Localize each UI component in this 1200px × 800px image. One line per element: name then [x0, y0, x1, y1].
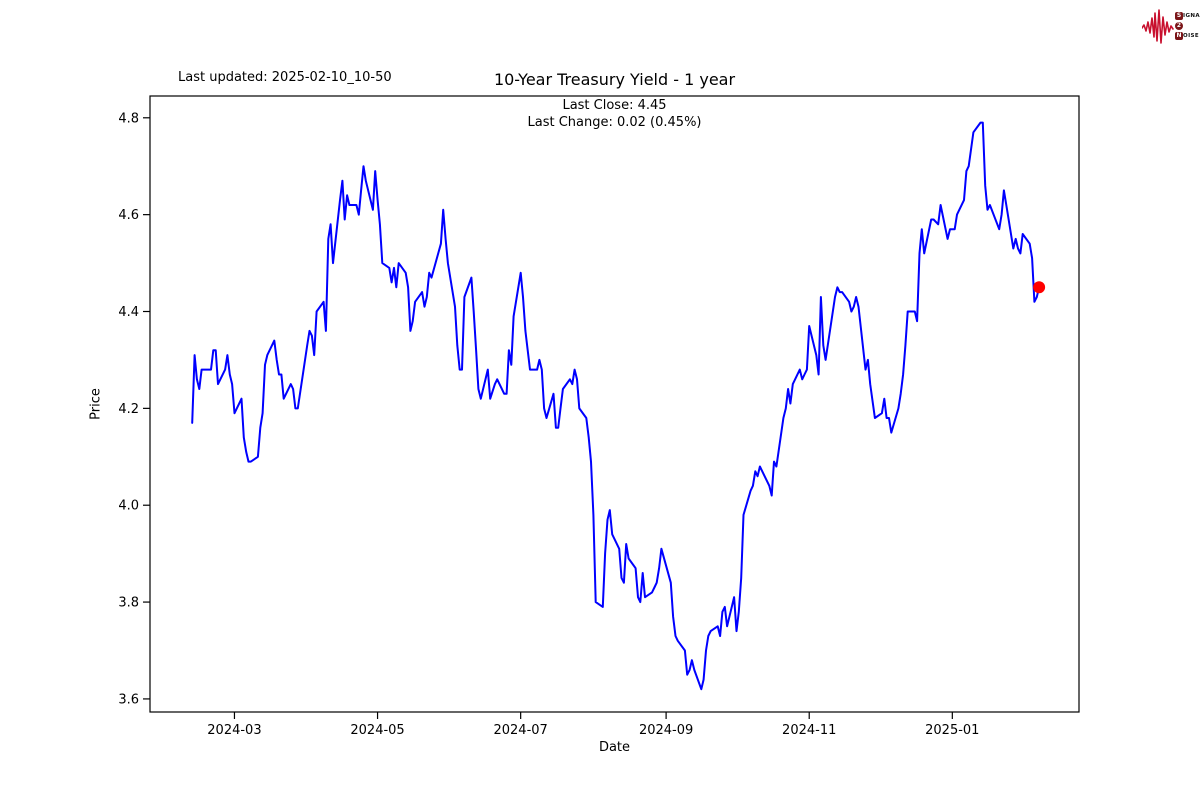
logo-badge-s: S — [1175, 12, 1183, 20]
y-tick-label: 4.6 — [118, 208, 139, 223]
plot-area — [149, 95, 1080, 713]
logo-word-noise-rest: OISE — [1183, 33, 1200, 39]
logo-word-signal-rest: IGNAL — [1183, 13, 1200, 19]
waveform-icon — [1142, 9, 1174, 44]
x-tick-label: 2025-01 — [925, 723, 979, 738]
last-close-marker — [1033, 281, 1046, 294]
y-tick-label: 4.4 — [118, 305, 139, 320]
x-tick-label: 2024-05 — [350, 723, 404, 738]
logo-row-signal: S IGNAL — [1175, 12, 1200, 20]
price-line — [191, 121, 1041, 691]
y-tick-label: 3.6 — [118, 692, 139, 707]
x-tick-label: 2024-11 — [782, 723, 836, 738]
signal2noise-logo: S IGNAL 2 N OISE — [1142, 4, 1200, 48]
x-tick-label: 2024-03 — [207, 723, 261, 738]
x-tick-label: 2024-09 — [639, 723, 693, 738]
last-close-text: Last Close: 4.45 — [562, 98, 667, 113]
x-tick-label: 2024-07 — [493, 723, 547, 738]
logo-badge-2: 2 — [1175, 22, 1183, 30]
y-tick-label: 3.8 — [118, 596, 139, 611]
logo-text: S IGNAL 2 N OISE — [1175, 12, 1200, 40]
chart-title: 10-Year Treasury Yield - 1 year — [493, 70, 736, 89]
last-updated-text: Last updated: 2025-02-10_10-50 — [178, 70, 392, 85]
logo-row-2: 2 — [1175, 22, 1200, 30]
y-tick-label: 4.0 — [118, 499, 139, 514]
last-change-text: Last Change: 0.02 (0.45%) — [527, 115, 702, 130]
y-tick-label: 4.8 — [118, 111, 139, 126]
y-tick-label: 4.2 — [118, 402, 139, 417]
logo-badge-n: N — [1175, 32, 1183, 40]
x-axis-label: Date — [598, 740, 631, 755]
logo-row-noise: N OISE — [1175, 32, 1200, 40]
chart-annotation: Last Close: 4.45 Last Change: 0.02 (0.45… — [150, 97, 1079, 131]
